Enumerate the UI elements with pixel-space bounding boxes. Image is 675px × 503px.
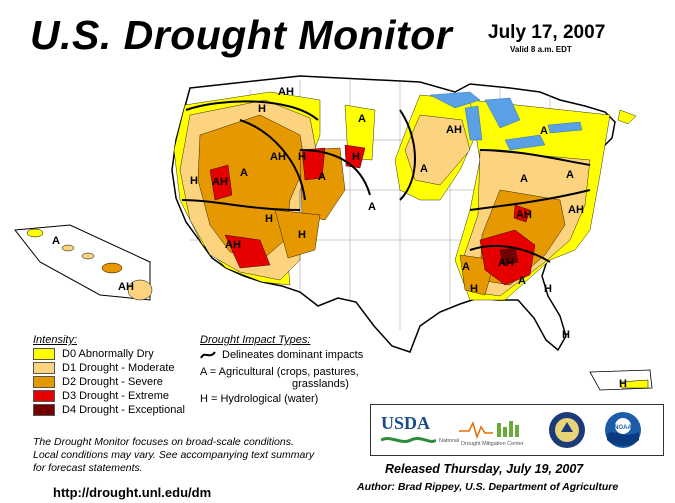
commerce-seal-icon <box>549 412 585 448</box>
impact-a-label-cont: grasslands) <box>292 378 349 390</box>
legend-item-d4: D4 Drought - Exceptional <box>33 404 185 416</box>
impact-label: H <box>265 213 273 225</box>
map-date: July 17, 2007 <box>488 22 606 43</box>
source-url[interactable]: http://drought.unl.edu/dm <box>53 485 212 500</box>
legend-swatch <box>33 376 55 388</box>
impact-h-label: H = Hydrological (water) <box>200 393 319 405</box>
legend-swatch <box>33 348 55 360</box>
impact-label: AH <box>270 151 286 163</box>
legend-label: D0 Abnormally Dry <box>62 348 154 360</box>
note-line: Local conditions may vary. See accompany… <box>33 449 315 461</box>
impact-line-legend: Delineates dominant impacts <box>200 349 363 361</box>
author-credit: Author: Brad Rippey, U.S. Department of … <box>357 481 619 493</box>
valid-time: Valid 8 a.m. EDT <box>510 45 572 54</box>
impact-label: A <box>318 171 326 183</box>
legend-label: D4 Drought - Exceptional <box>62 404 185 416</box>
impact-label: H <box>562 329 570 341</box>
map-title: U.S. Drought Monitor <box>30 12 453 58</box>
impact-label: H <box>258 103 266 115</box>
impact-title: Drought Impact Types: <box>200 334 311 346</box>
ndmc-text-3-label: Center <box>507 441 524 447</box>
impact-label: AH <box>278 86 294 98</box>
impact-label: A <box>462 261 470 273</box>
intensity-legend: D0 Abnormally Dry D1 Drought - Moderate … <box>33 348 185 416</box>
hawaii-inset <box>14 224 153 301</box>
impact-label: A <box>368 201 376 213</box>
impact-label: H <box>470 283 478 295</box>
impact-label: H <box>298 229 306 241</box>
impact-label: A <box>540 125 548 137</box>
impact-label: AH <box>568 204 584 216</box>
legend-item-d3: D3 Drought - Extreme <box>33 390 185 402</box>
release-date: Released Thursday, July 19, 2007 <box>385 462 584 476</box>
impact-label: A <box>240 167 248 179</box>
noaa-logo-text: NOAA <box>614 425 632 431</box>
legend-label: D1 Drought - Moderate <box>62 362 175 374</box>
impact-label: A <box>566 169 574 181</box>
legend-label: D3 Drought - Extreme <box>62 390 169 402</box>
legend-item-d2: D2 Drought - Severe <box>33 376 185 388</box>
d3-areas <box>209 144 536 286</box>
impact-label: A <box>518 275 526 287</box>
impact-label: A <box>420 163 428 175</box>
impact-label: AH <box>225 239 241 251</box>
ndmc-text-2: Drought Mitigation Center <box>461 441 524 447</box>
impact-line-label: Delineates dominant impacts <box>222 349 364 361</box>
impact-boundaries <box>181 100 591 263</box>
impact-label: H <box>352 151 360 163</box>
noaa-logo-icon: NOAA <box>605 412 641 448</box>
impact-label: AH <box>446 124 462 136</box>
legend-item-d0: D0 Abnormally Dry <box>33 348 185 360</box>
note-line: for forecast statements. <box>33 462 143 474</box>
usda-logo: USDA <box>381 413 431 433</box>
great-lakes <box>429 91 583 151</box>
impact-labels: AH H A AH H H A AH H A A A AH A A A AH A… <box>52 86 627 390</box>
ndmc-text-2-label: Drought Mitigation <box>461 441 506 447</box>
impact-label: A <box>52 235 60 247</box>
d4-areas <box>499 247 519 266</box>
impact-label: AH <box>118 281 134 293</box>
impact-label: H <box>544 283 552 295</box>
puerto-rico-inset <box>589 369 653 391</box>
ndmc-logo-icon <box>459 420 519 440</box>
impact-label: H <box>298 151 306 163</box>
usda-wave-icon <box>381 437 436 443</box>
legend-swatch <box>33 390 55 402</box>
legend-label: D2 Drought - Severe <box>62 376 163 388</box>
impact-a-label: A = Agricultural (crops, pastures, <box>200 366 359 378</box>
impact-line-icon <box>200 351 216 359</box>
legend-swatch <box>33 362 55 374</box>
partner-logos: USDA National Drought Mitigation Center … <box>370 404 664 456</box>
legend-swatch <box>33 404 55 416</box>
impact-label: A <box>358 113 366 125</box>
impact-label: H <box>619 378 627 390</box>
ndmc-text-1: National <box>439 438 460 444</box>
intensity-title: Intensity: <box>33 334 78 346</box>
impact-label: AH <box>212 176 228 188</box>
impact-label: A <box>520 173 528 185</box>
disclaimer-note: The Drought Monitor focuses on broad-sca… <box>33 436 363 475</box>
impact-label: H <box>190 175 198 187</box>
legend-item-d1: D1 Drought - Moderate <box>33 362 185 374</box>
note-line: The Drought Monitor focuses on broad-sca… <box>33 436 294 448</box>
impact-label: AH <box>516 209 532 221</box>
impact-label: AH <box>498 257 514 269</box>
